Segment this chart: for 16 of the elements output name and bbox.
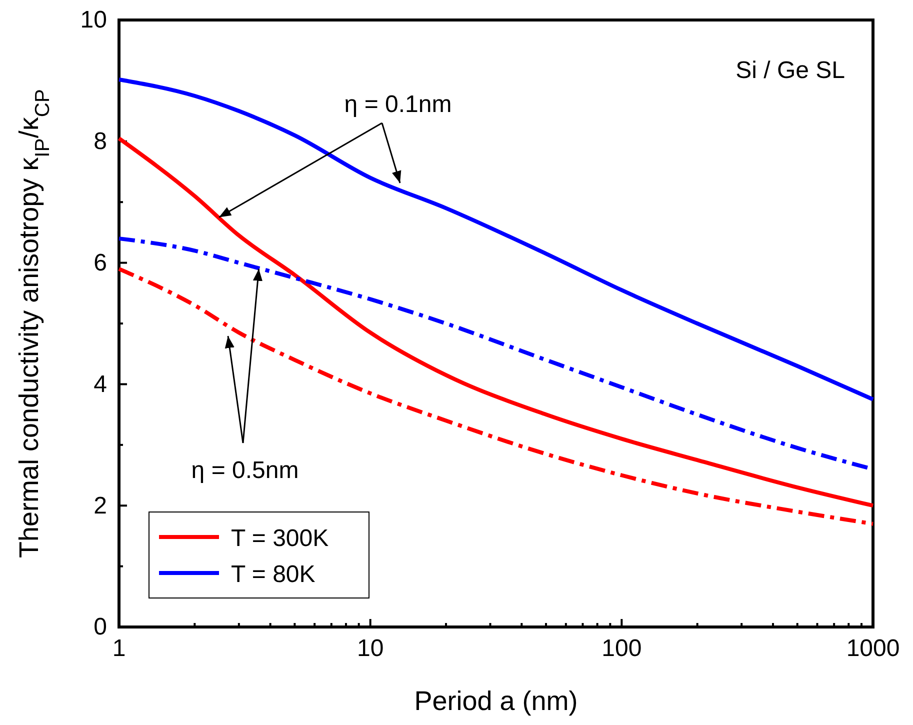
y-tick-label: 10 — [80, 6, 107, 34]
legend-label: T = 80K — [231, 561, 316, 588]
y-tick-label: 6 — [94, 249, 107, 276]
x-axis-title: Period a (nm) — [414, 686, 578, 716]
annotation: Si / Ge SL — [736, 57, 845, 84]
annotation: η = 0.5nm — [191, 457, 299, 484]
x-tick-label: 100 — [602, 635, 642, 662]
x-tick-label: 10 — [356, 635, 384, 662]
annotation: η = 0.1nm — [344, 91, 452, 118]
x-tick-label: 1 — [112, 635, 126, 662]
y-tick-label: 2 — [94, 492, 107, 520]
y-tick-label: 0 — [94, 614, 107, 641]
y-tick-label: 8 — [94, 128, 107, 156]
x-tick-label: 1000 — [846, 635, 900, 662]
y-tick-label: 4 — [94, 370, 107, 398]
legend-label: T = 300K — [231, 525, 329, 552]
